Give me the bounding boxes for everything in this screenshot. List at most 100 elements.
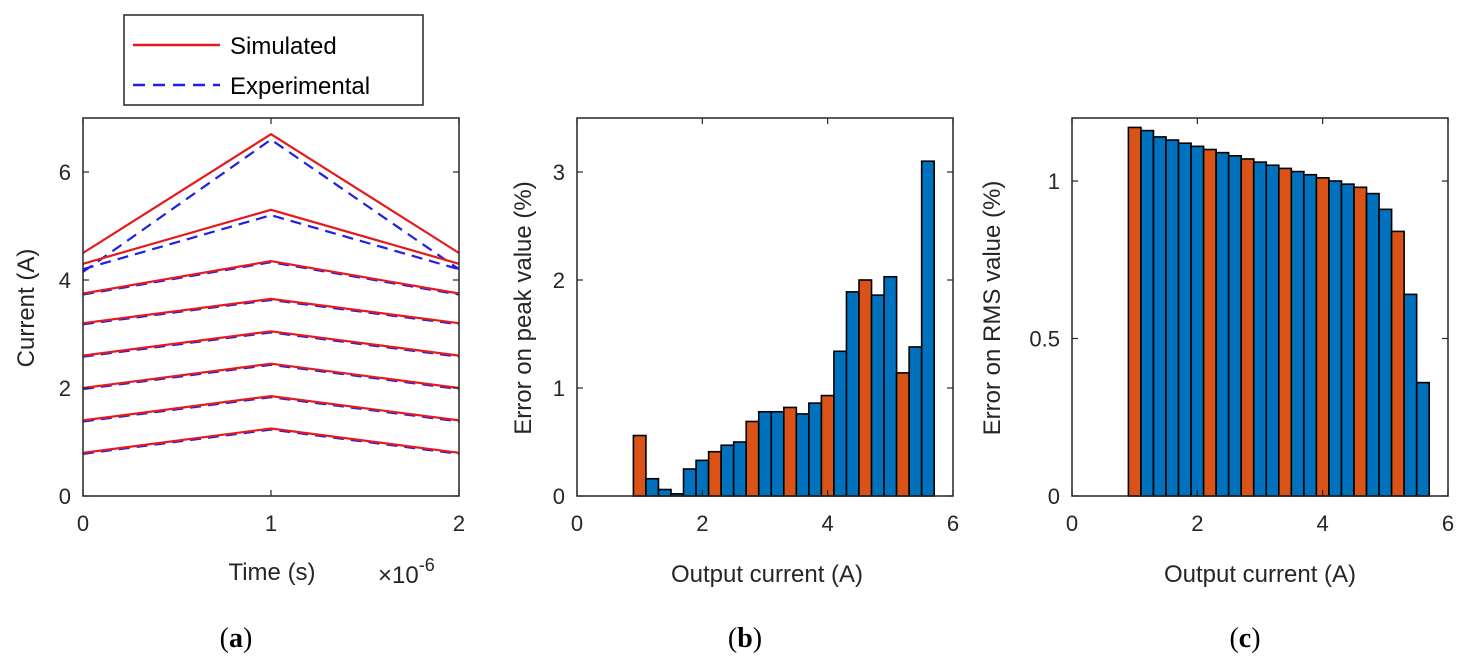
bar-14	[1290, 170, 1305, 497]
bar-1	[1127, 126, 1142, 497]
bar-3	[657, 488, 672, 497]
panel-a-axes-box	[82, 117, 460, 497]
y-tick-label: 0.5	[1029, 327, 1060, 352]
bar-20	[870, 294, 885, 497]
simulated-curve-1	[82, 427, 460, 454]
bar-19	[858, 279, 873, 497]
bar-13	[1278, 167, 1293, 497]
bar-15	[1303, 173, 1318, 497]
simulated-curve-3	[82, 362, 460, 390]
y-tick-label: 0	[59, 484, 71, 509]
panel-c-axes-box	[1071, 117, 1449, 497]
legend-box	[123, 14, 424, 106]
bar-9	[1227, 155, 1242, 497]
y-tick-label: 6	[59, 160, 71, 185]
bar-12	[770, 410, 785, 497]
bar-1	[632, 434, 647, 497]
x-tick-label: 6	[947, 511, 959, 536]
bar-21	[1378, 208, 1393, 497]
bar-4	[1165, 139, 1180, 497]
bar-7	[1202, 148, 1217, 497]
bar-7	[707, 450, 722, 497]
x-tick-label: 2	[453, 511, 465, 536]
experimental-curve-2	[82, 396, 460, 423]
panel-c-caption: (c)	[1229, 623, 1260, 654]
bar-5	[682, 468, 697, 497]
experimental-curve-3	[82, 363, 460, 391]
panel-b-ylabel: Error on peak value (%)	[510, 181, 537, 434]
bar-10	[745, 420, 760, 497]
panel-a-legend: Simulated Experimental	[123, 14, 424, 106]
panel-b-axes-box	[576, 117, 954, 497]
x-tick-label: 1	[265, 511, 277, 536]
bar-18	[845, 291, 860, 497]
experimental-curve-5	[82, 298, 460, 326]
bar-16	[820, 394, 835, 497]
y-tick-label: 2	[553, 268, 565, 293]
bar-14	[795, 413, 810, 497]
simulated-curve-8	[82, 132, 460, 254]
experimental-curve-1	[82, 428, 460, 455]
bar-21	[883, 275, 898, 497]
bar-5	[1177, 142, 1192, 497]
panel-a-caption: (a)	[220, 623, 253, 654]
panel-b-plot-area	[632, 160, 936, 497]
y-tick-label: 1	[553, 376, 565, 401]
panel-a-exponent: ×10-6	[378, 555, 435, 589]
simulated-curve-7	[82, 208, 460, 265]
bar-18	[1340, 183, 1355, 497]
panel-c-plot-area	[1127, 126, 1430, 497]
experimental-curve-7	[82, 214, 460, 271]
panel-b-ticks: 0 2 4 6 0 1 2 3	[553, 118, 959, 536]
x-tick-label: 6	[1442, 511, 1454, 536]
bar-24	[920, 160, 936, 497]
y-tick-label: 0	[1048, 484, 1060, 509]
panel-a-xlabel: Time (s)	[228, 559, 315, 586]
panel-b-caption: (b)	[728, 623, 762, 654]
bar-19	[1353, 186, 1368, 497]
simulated-curve-6	[82, 259, 460, 295]
panel-c-xlabel: Output current (A)	[1164, 561, 1356, 588]
y-tick-label: 4	[59, 268, 71, 293]
bar-22	[895, 372, 910, 497]
bar-15	[808, 402, 823, 497]
bar-12	[1265, 164, 1280, 497]
x-tick-label: 2	[1191, 511, 1203, 536]
y-tick-label: 0	[553, 484, 565, 509]
legend-experimental-label: Experimental	[230, 73, 370, 100]
y-tick-label: 3	[553, 160, 565, 185]
bar-24	[1415, 381, 1430, 497]
panel-c-ticks: 0 2 4 6 0 0.5 1	[1029, 118, 1454, 536]
x-tick-label: 2	[696, 511, 708, 536]
simulated-curve-5	[82, 297, 460, 325]
panel-a-ylabel: Current (A)	[13, 249, 40, 368]
panel-c-bar-chart: 0 2 4 6 0 0.5 1 Output current (A) Error on RM…	[979, 117, 1454, 654]
panel-a-plot-area	[82, 132, 460, 455]
bar-23	[1403, 293, 1418, 497]
x-tick-label: 4	[1317, 511, 1329, 536]
experimental-curve-8	[82, 138, 460, 273]
panel-b-xlabel: Output current (A)	[671, 561, 863, 588]
panel-a-ticks: 0 1 2 0 2 4 6	[59, 118, 465, 536]
x-tick-label: 0	[77, 511, 89, 536]
x-tick-label: 0	[1066, 511, 1078, 536]
bar-8	[1215, 151, 1230, 497]
bar-2	[645, 477, 660, 497]
bar-9	[732, 441, 748, 497]
y-tick-label: 1	[1048, 169, 1060, 194]
y-tick-label: 2	[59, 376, 71, 401]
x-tick-label: 4	[822, 511, 834, 536]
x-tick-label: 0	[571, 511, 583, 536]
bar-11	[1252, 161, 1268, 497]
bar-2	[1140, 129, 1155, 497]
experimental-curve-6	[82, 261, 460, 296]
bar-10	[1240, 158, 1255, 497]
legend-simulated-label: Simulated	[230, 33, 337, 60]
panel-b-bar-chart: 0 2 4 6 0 1 2 3 Output current (A) Error on pea…	[510, 117, 959, 654]
panel-a-line-chart: 0 1 2 0 2 4 6 Time (s) ×10-6 Current (A) Simul…	[13, 14, 465, 654]
bar-3	[1152, 136, 1167, 497]
panel-c-ylabel: Error on RMS value (%)	[979, 181, 1006, 436]
experimental-curve-4	[82, 331, 460, 358]
bar-13	[782, 406, 798, 497]
